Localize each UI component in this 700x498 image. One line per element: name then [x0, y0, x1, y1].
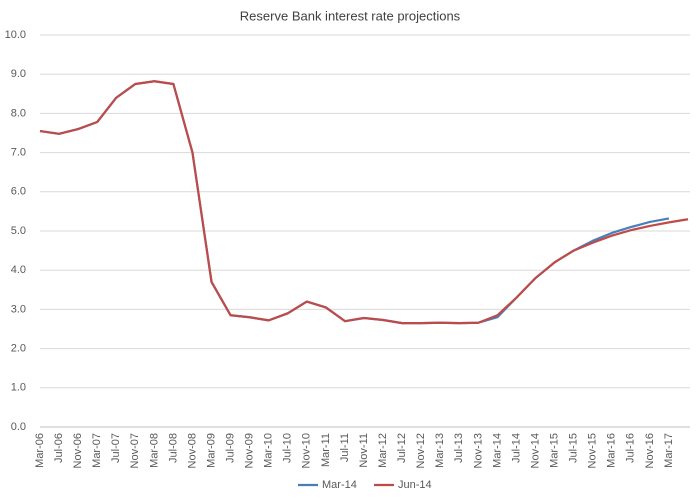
- series-line: [39, 80, 689, 325]
- x-tick-label: Jul-07: [110, 433, 122, 463]
- x-tick-label: Jul-16: [625, 433, 637, 463]
- x-tick-label: Jul-08: [167, 433, 179, 463]
- x-tick-label: Mar-08: [148, 433, 160, 468]
- x-tick-label: Jul-11: [339, 433, 351, 462]
- y-tick-label: 4.0: [11, 264, 26, 276]
- x-tick-label: Mar-06: [34, 433, 46, 468]
- x-tick-label: Nov-11: [358, 433, 370, 468]
- x-tick-label: Nov-13: [472, 433, 484, 468]
- x-tick-label: Mar-16: [606, 433, 618, 468]
- x-tick-label: Mar-09: [205, 433, 217, 468]
- x-tick-label: Mar-12: [377, 433, 389, 468]
- x-tick-label: Jul-10: [282, 433, 294, 463]
- y-tick-label: 0.0: [11, 421, 26, 433]
- x-tick-label: Jul-14: [510, 433, 522, 463]
- y-tick-label: 10.0: [5, 29, 26, 41]
- x-tick-label: Mar-14: [491, 433, 503, 468]
- x-tick-label: Mar-10: [263, 433, 275, 468]
- y-tick-label: 1.0: [11, 382, 26, 394]
- x-tick-label: Mar-17: [663, 433, 675, 468]
- x-tick-label: Mar-11: [320, 433, 332, 467]
- legend-label: Mar-14: [322, 479, 357, 491]
- x-tick-label: Jul-12: [396, 433, 408, 463]
- y-tick-label: 6.0: [11, 186, 26, 198]
- x-tick-label: Nov-08: [186, 433, 198, 468]
- chart-title: Reserve Bank interest rate projections: [240, 8, 461, 23]
- y-tick-label: 8.0: [11, 107, 26, 119]
- x-tick-label: Nov-14: [529, 433, 541, 468]
- x-tick-label: Mar-13: [434, 433, 446, 468]
- x-tick-label: Mar-07: [91, 433, 103, 468]
- x-tick-label: Nov-10: [301, 433, 313, 468]
- x-tick-label: Nov-15: [587, 433, 599, 468]
- x-tick-label: Nov-09: [244, 433, 256, 468]
- series-line: [39, 80, 670, 325]
- y-tick-label: 3.0: [11, 303, 26, 315]
- x-tick-label: Nov-06: [72, 433, 84, 468]
- y-tick-label: 2.0: [11, 343, 26, 355]
- x-tick-label: Jul-06: [53, 433, 65, 463]
- x-tick-label: Jul-09: [224, 433, 236, 463]
- x-tick-label: Nov-07: [129, 433, 141, 468]
- y-tick-label: 7.0: [11, 147, 26, 159]
- x-tick-label: Jul-13: [453, 433, 465, 463]
- x-tick-label: Nov-16: [644, 433, 656, 468]
- x-tick-label: Mar-15: [548, 433, 560, 468]
- y-tick-label: 5.0: [11, 225, 26, 237]
- legend-label: Jun-14: [398, 479, 432, 491]
- x-tick-label: Nov-12: [415, 433, 427, 468]
- y-tick-label: 9.0: [11, 68, 26, 80]
- x-tick-label: Jul-15: [568, 433, 580, 463]
